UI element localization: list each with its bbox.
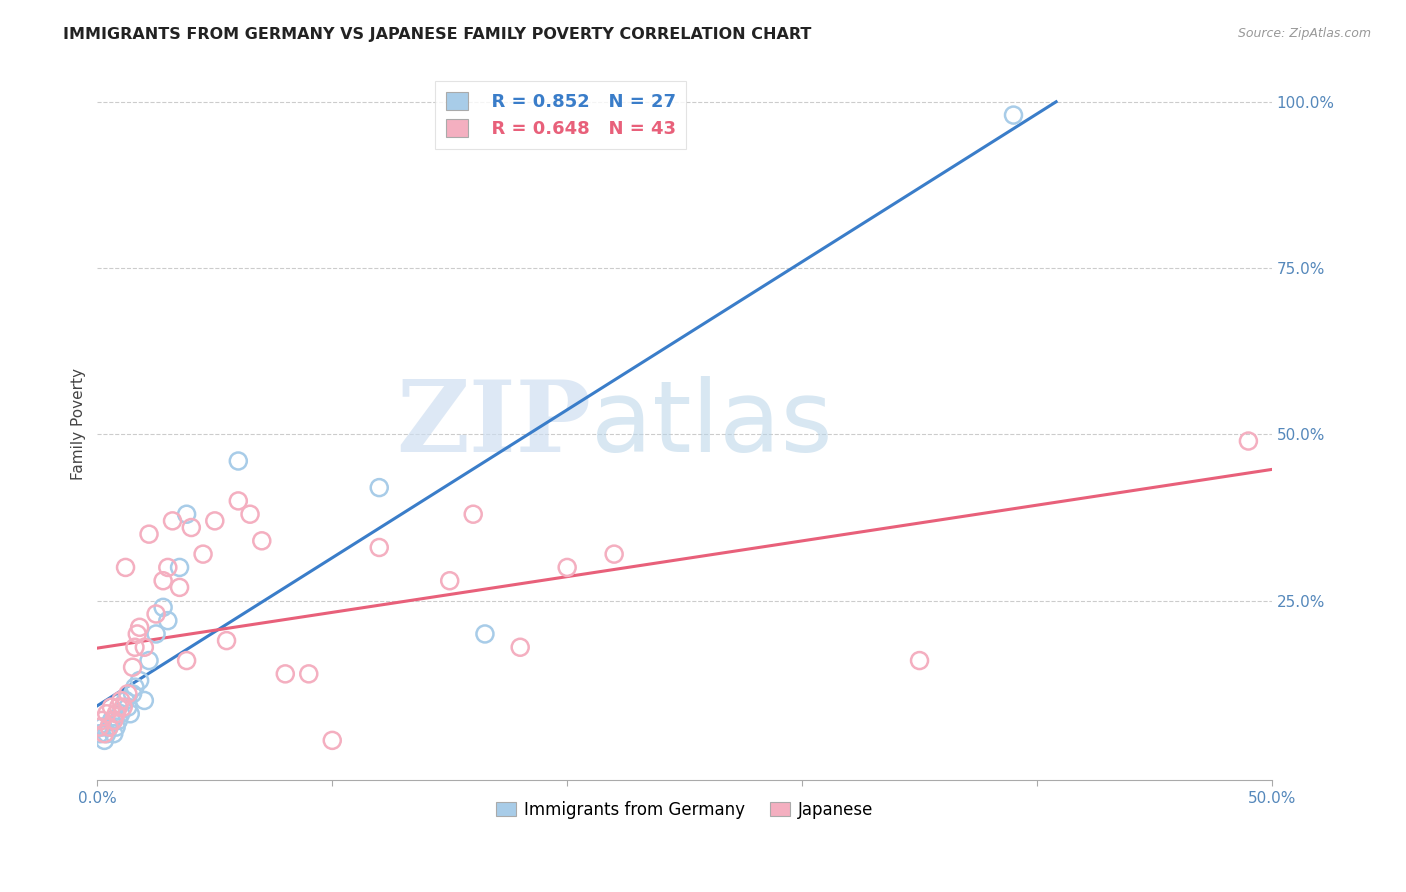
Point <box>107 714 129 728</box>
Point <box>180 520 202 534</box>
Point <box>121 687 143 701</box>
Point <box>162 514 184 528</box>
Point <box>105 720 128 734</box>
Point <box>112 700 135 714</box>
Point <box>103 727 125 741</box>
Point <box>474 627 496 641</box>
Point <box>555 560 578 574</box>
Point <box>124 680 146 694</box>
Point <box>91 720 114 734</box>
Point <box>89 720 111 734</box>
Text: IMMIGRANTS FROM GERMANY VS JAPANESE FAMILY POVERTY CORRELATION CHART: IMMIGRANTS FROM GERMANY VS JAPANESE FAMI… <box>63 27 811 42</box>
Point <box>191 547 214 561</box>
Point <box>138 527 160 541</box>
Point <box>114 560 136 574</box>
Point <box>134 693 156 707</box>
Point <box>226 454 249 468</box>
Point <box>215 633 238 648</box>
Point <box>204 514 226 528</box>
Point <box>176 507 198 521</box>
Point <box>368 481 391 495</box>
Point <box>117 700 139 714</box>
Point <box>368 541 391 555</box>
Point <box>110 706 132 721</box>
Point <box>145 607 167 621</box>
Y-axis label: Family Poverty: Family Poverty <box>72 368 86 481</box>
Point <box>96 706 118 721</box>
Point <box>134 640 156 655</box>
Point <box>156 560 179 574</box>
Point <box>1237 434 1260 448</box>
Text: Source: ZipAtlas.com: Source: ZipAtlas.com <box>1237 27 1371 40</box>
Point <box>156 614 179 628</box>
Point <box>98 720 121 734</box>
Point <box>321 733 343 747</box>
Point <box>463 507 485 521</box>
Point <box>169 560 191 574</box>
Point <box>98 720 121 734</box>
Point <box>105 706 128 721</box>
Point <box>93 727 115 741</box>
Point <box>114 693 136 707</box>
Point <box>120 706 142 721</box>
Point <box>93 733 115 747</box>
Point <box>603 547 626 561</box>
Point <box>439 574 461 588</box>
Point <box>152 600 174 615</box>
Point <box>127 627 149 641</box>
Point <box>1002 108 1025 122</box>
Point <box>124 640 146 655</box>
Point <box>107 700 129 714</box>
Point <box>91 714 114 728</box>
Point <box>176 654 198 668</box>
Point <box>138 654 160 668</box>
Point <box>100 700 122 714</box>
Point <box>117 687 139 701</box>
Point <box>908 654 931 668</box>
Point <box>96 727 118 741</box>
Point <box>239 507 262 521</box>
Point <box>121 660 143 674</box>
Point <box>145 627 167 641</box>
Point <box>298 666 321 681</box>
Point <box>250 533 273 548</box>
Point <box>128 673 150 688</box>
Point <box>152 574 174 588</box>
Text: atlas: atlas <box>591 376 832 473</box>
Point <box>226 494 249 508</box>
Point <box>274 666 297 681</box>
Point <box>110 693 132 707</box>
Point <box>103 714 125 728</box>
Text: ZIP: ZIP <box>395 376 591 473</box>
Point <box>169 581 191 595</box>
Point <box>128 620 150 634</box>
Point <box>100 714 122 728</box>
Legend: Immigrants from Germany, Japanese: Immigrants from Germany, Japanese <box>489 794 880 825</box>
Point <box>509 640 531 655</box>
Point <box>89 727 111 741</box>
